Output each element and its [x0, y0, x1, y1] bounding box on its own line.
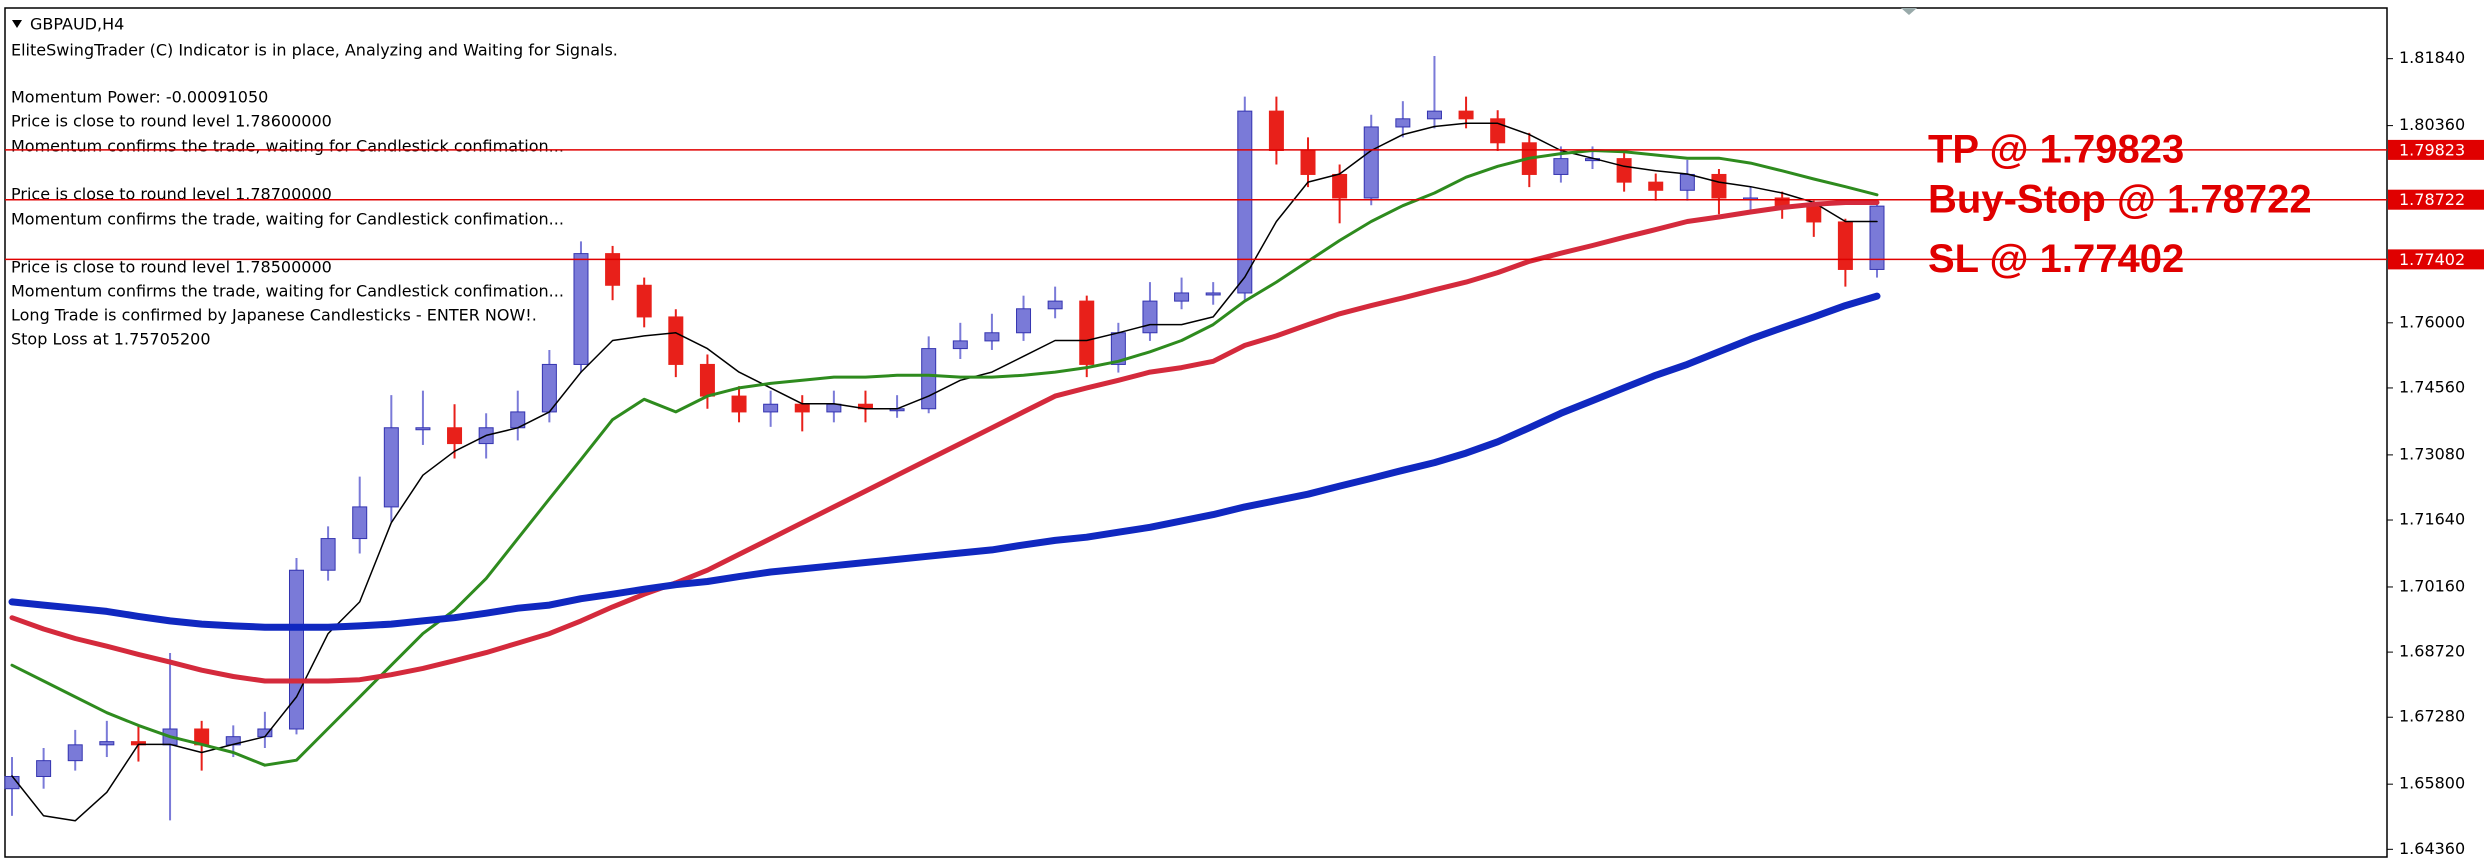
- candle-body: [1458, 110, 1474, 120]
- y-tick-label: 1.74560: [2399, 377, 2465, 396]
- chart-title: GBPAUD,H4: [30, 15, 124, 34]
- annotation: EliteSwingTrader (C) Indicator is in pla…: [11, 41, 618, 60]
- candle-body: [1174, 292, 1190, 302]
- candle-body: [605, 253, 621, 286]
- y-tick-label: 1.81840: [2399, 48, 2465, 67]
- candle-body: [1237, 110, 1253, 294]
- candle-body: [1332, 173, 1348, 199]
- moving-average: [9, 200, 1880, 684]
- candle-body: [984, 332, 1000, 342]
- candle-body: [1268, 110, 1284, 151]
- y-tick-label: 1.68720: [2399, 642, 2465, 661]
- annotation: Price is close to round level 1.78700000: [11, 185, 332, 204]
- candle-body: [1300, 149, 1316, 175]
- candle-body: [636, 284, 652, 318]
- annotation: Momentum confirms the trade, waiting for…: [11, 210, 564, 229]
- candle-body: [668, 316, 684, 365]
- shift-marker: [1901, 8, 1917, 15]
- moving-average: [8, 292, 1881, 631]
- level-tag: [2388, 249, 2484, 270]
- y-tick-label: 1.65800: [2399, 774, 2465, 793]
- annotation: Price is close to round level 1.78500000: [11, 258, 332, 277]
- candle-body: [1363, 126, 1379, 199]
- candle-body: [1079, 300, 1095, 365]
- y-tick-label: 1.80360: [2399, 115, 2465, 134]
- annotation: Momentum confirms the trade, waiting for…: [11, 137, 564, 156]
- y-tick-label: 1.64360: [2399, 839, 2465, 858]
- candle-body: [1711, 173, 1727, 199]
- candle-body: [731, 395, 747, 413]
- candle-body: [1837, 221, 1853, 270]
- candle-body: [447, 427, 463, 445]
- y-tick-label: 1.76000: [2399, 312, 2465, 331]
- candle-body: [921, 348, 937, 410]
- candle-body: [1490, 118, 1506, 144]
- level-tag-label: 1.77402: [2399, 250, 2465, 269]
- level-tag-label: 1.79823: [2399, 140, 2465, 159]
- candle-body: [288, 569, 304, 730]
- candle-body: [1806, 205, 1822, 223]
- candle-body: [383, 427, 399, 508]
- candle-body: [415, 427, 431, 431]
- candle-body: [763, 403, 779, 413]
- y-tick-label: 1.71640: [2399, 510, 2465, 529]
- candle-body: [1679, 173, 1695, 191]
- candle-body: [573, 253, 589, 365]
- menu-arrow[interactable]: [12, 20, 22, 28]
- candle-body: [699, 363, 715, 397]
- moving-average: [10, 149, 1879, 767]
- y-tick-label: 1.67280: [2399, 707, 2465, 726]
- candle-body: [1205, 292, 1221, 296]
- candle-body: [352, 506, 368, 540]
- level-tag-label: 1.78722: [2399, 190, 2465, 209]
- y-tick-label: 1.73080: [2399, 444, 2465, 463]
- candle-body: [67, 744, 83, 762]
- annotation: Price is close to round level 1.78600000: [11, 112, 332, 131]
- candle-body: [320, 538, 336, 571]
- level-tag: [2388, 189, 2484, 210]
- candle-body: [1047, 300, 1063, 310]
- candle-body: [1616, 158, 1632, 183]
- annotation: Momentum Power: -0.00091050: [11, 88, 268, 107]
- candle-body: [1553, 158, 1569, 175]
- annotation: Stop Loss at 1.75705200: [11, 330, 211, 349]
- candle-body: [1426, 110, 1442, 120]
- candle-body: [1648, 181, 1664, 191]
- candle-body: [952, 340, 968, 350]
- annotation: Momentum confirms the trade, waiting for…: [11, 282, 564, 301]
- candle-body: [36, 760, 52, 777]
- candle-body: [99, 741, 115, 746]
- candle-body: [1395, 118, 1411, 128]
- candle-body: [1016, 308, 1032, 334]
- annotation: Long Trade is confirmed by Japanese Cand…: [11, 306, 537, 325]
- candle-body: [826, 403, 842, 413]
- candle-body: [794, 403, 810, 413]
- candle-body: [1142, 300, 1158, 334]
- y-tick-label: 1.70160: [2399, 576, 2465, 595]
- level-tag: [2388, 139, 2484, 160]
